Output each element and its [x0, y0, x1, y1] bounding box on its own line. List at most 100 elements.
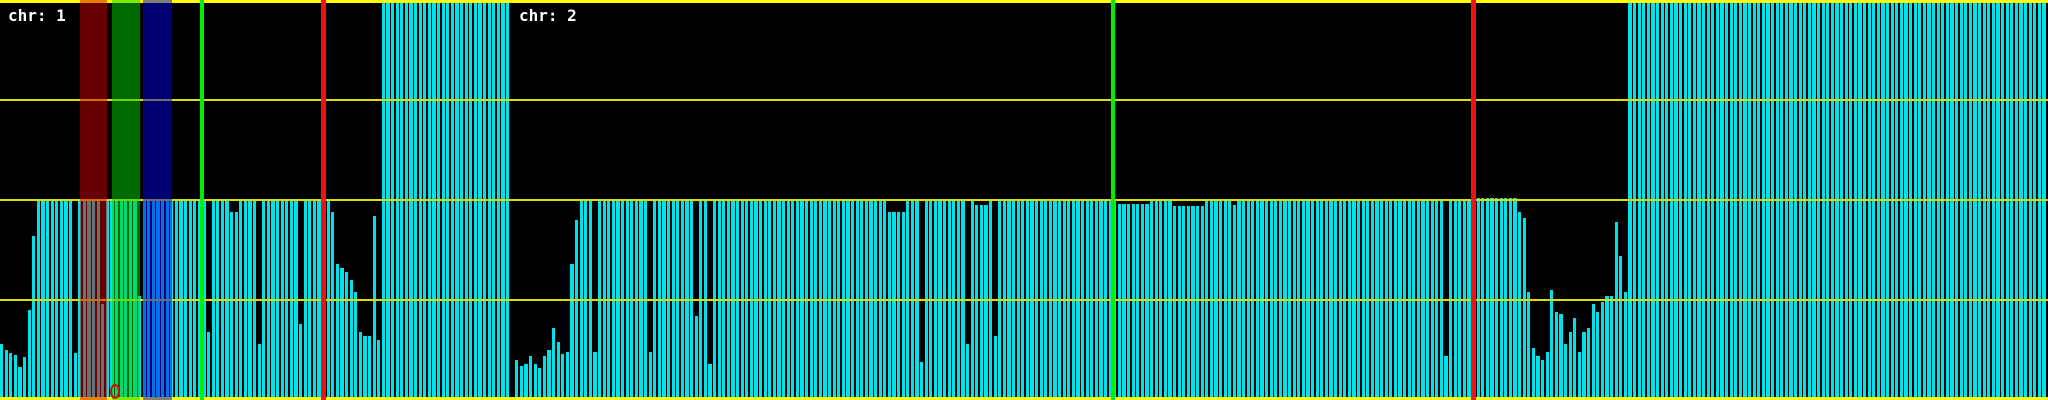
- green-marker-line-1: [200, 0, 204, 400]
- coverage-bar: [1582, 332, 1586, 400]
- coverage-bar: [1918, 2, 1922, 400]
- coverage-bar: [234, 212, 238, 400]
- coverage-bar: [1191, 206, 1195, 400]
- coverage-bar: [1899, 2, 1903, 400]
- coverage-bar: [1858, 2, 1862, 400]
- coverage-bar: [1840, 2, 1844, 400]
- coverage-bar: [2037, 2, 2041, 400]
- coverage-bar: [1835, 2, 1839, 400]
- coverage-bar: [1541, 360, 1545, 400]
- coverage-bar: [1817, 2, 1821, 400]
- coverage-bar: [1545, 352, 1549, 400]
- coverage-bar: [1140, 204, 1144, 400]
- coverage-bar: [358, 332, 362, 400]
- coverage-bar: [386, 2, 390, 400]
- coverage-bar: [427, 2, 431, 400]
- coverage-bar: [1890, 2, 1894, 400]
- coverage-bar: [404, 2, 408, 400]
- coverage-bar: [1941, 2, 1945, 400]
- coverage-bar: [1720, 2, 1724, 400]
- coverage-bar: [1117, 204, 1121, 400]
- coverage-bar: [920, 362, 924, 400]
- coverage-bar: [984, 205, 988, 400]
- coverage-bar: [450, 2, 454, 400]
- coverage-bar: [1536, 356, 1540, 400]
- coverage-bar: [409, 2, 413, 400]
- coverage-bar: [1826, 2, 1830, 400]
- coverage-bar: [565, 352, 569, 400]
- coverage-bar: [1849, 2, 1853, 400]
- coverage-bar: [1959, 2, 1963, 400]
- coverage-bar: [1909, 2, 1913, 400]
- coverage-bar: [1623, 292, 1627, 400]
- coverage-bar: [1591, 304, 1595, 400]
- coverage-bar: [1922, 2, 1926, 400]
- coverage-bar: [1702, 2, 1706, 400]
- coverage-bar: [1182, 206, 1186, 400]
- coverage-bar: [1734, 2, 1738, 400]
- coverage-bar: [1136, 204, 1140, 400]
- coverage-bar: [446, 2, 450, 400]
- coverage-bar: [529, 356, 533, 400]
- coverage-bar: [1936, 2, 1940, 400]
- coverage-bar: [1564, 344, 1568, 400]
- coverage-bar: [340, 268, 344, 400]
- coverage-bar: [473, 2, 477, 400]
- coverage-bar: [515, 360, 519, 400]
- coverage-bar: [1177, 206, 1181, 400]
- coverage-bar: [423, 2, 427, 400]
- coverage-bar: [1646, 2, 1650, 400]
- coverage-bar: [4, 350, 8, 400]
- coverage-bar: [372, 216, 376, 400]
- coverage-bar: [1913, 2, 1917, 400]
- coverage-bar: [1830, 2, 1834, 400]
- coverage-bar: [648, 352, 652, 400]
- horizontal-gridline: [0, 199, 2048, 201]
- red-ellipse-marker: [110, 384, 120, 399]
- coverage-bar: [32, 236, 36, 400]
- coverage-bar: [1656, 2, 1660, 400]
- coverage-bar: [887, 212, 891, 400]
- coverage-bar: [460, 2, 464, 400]
- coverage-bar: [441, 2, 445, 400]
- coverage-bar: [9, 353, 13, 400]
- coverage-bar: [363, 336, 367, 400]
- coverage-bar: [1587, 328, 1591, 400]
- coverage-bar: [1881, 2, 1885, 400]
- coverage-bar: [556, 342, 560, 400]
- coverage-bar: [1660, 2, 1664, 400]
- coverage-bar: [1518, 212, 1522, 400]
- coverage-bar: [207, 332, 211, 400]
- coverage-bar: [2014, 2, 2018, 400]
- coverage-bar: [1568, 332, 1572, 400]
- coverage-bar: [1679, 2, 1683, 400]
- coverage-bar: [506, 2, 510, 400]
- coverage-bar: [1186, 206, 1190, 400]
- coverage-bar: [1665, 2, 1669, 400]
- green-marker-line-2: [1111, 0, 1115, 400]
- coverage-bar: [1955, 2, 1959, 400]
- coverage-bar: [299, 324, 303, 400]
- coverage-bar: [400, 2, 404, 400]
- coverage-bar: [464, 2, 468, 400]
- coverage-bar: [18, 367, 22, 400]
- coverage-bar: [349, 280, 353, 400]
- red-marker-line-2: [1471, 0, 1476, 400]
- coverage-bar: [1642, 2, 1646, 400]
- coverage-bar: [892, 212, 896, 400]
- coverage-bar: [1775, 2, 1779, 400]
- coverage-bar: [345, 272, 349, 400]
- coverage-bar: [1711, 2, 1715, 400]
- coverage-bar: [979, 205, 983, 400]
- coverage-bar: [1600, 302, 1604, 400]
- coverage-bar: [901, 212, 905, 400]
- coverage-bar: [1122, 204, 1126, 400]
- coverage-bar: [1577, 352, 1581, 400]
- coverage-bar: [1987, 2, 1991, 400]
- coverage-bar: [593, 352, 597, 400]
